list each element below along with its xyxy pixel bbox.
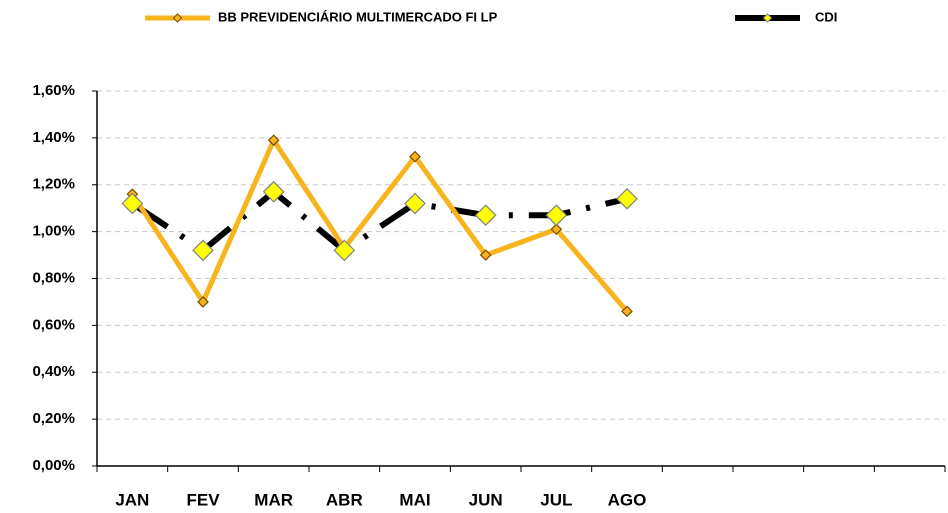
x-tick-label: JUL xyxy=(540,490,572,509)
point-marker xyxy=(333,239,356,262)
point-marker xyxy=(474,204,497,227)
point-marker xyxy=(121,192,144,215)
y-tick-label: 0,20% xyxy=(32,410,75,427)
point-marker xyxy=(262,180,285,203)
y-tick-label: 0,80% xyxy=(32,269,75,286)
point-marker xyxy=(545,204,568,227)
series-line xyxy=(130,188,628,254)
point-marker xyxy=(616,187,638,210)
point-marker xyxy=(409,150,421,163)
point-marker xyxy=(267,134,280,147)
legend-label: CDI xyxy=(815,9,837,24)
point-marker xyxy=(621,305,633,318)
point-marker xyxy=(192,239,214,262)
x-tick-label: FEV xyxy=(186,490,220,509)
x-tick-label: JUN xyxy=(469,490,503,509)
x-tick-label: ABR xyxy=(326,490,363,509)
y-tick-label: 1,00% xyxy=(32,223,75,240)
legend-label: BB PREVIDENCIÁRIO MULTIMERCADO FI LP xyxy=(218,9,498,24)
y-tick-label: 1,40% xyxy=(32,129,75,146)
point-marker xyxy=(479,249,492,261)
point-marker xyxy=(197,296,209,308)
y-tick-label: 1,20% xyxy=(32,176,75,193)
x-tick-label: JAN xyxy=(115,490,149,509)
y-tick-label: 0,40% xyxy=(32,363,75,380)
point-marker xyxy=(550,223,563,236)
series-line xyxy=(130,137,629,313)
y-tick-label: 0,60% xyxy=(32,316,75,333)
point-marker xyxy=(404,192,426,215)
x-tick-label: MAI xyxy=(399,490,430,509)
x-tick-label: AGO xyxy=(608,490,647,509)
legend-marker xyxy=(172,13,183,23)
y-tick-label: 1,60% xyxy=(32,82,75,99)
x-tick-label: MAR xyxy=(254,490,293,509)
legend-marker xyxy=(762,13,773,23)
y-tick-label: 0,00% xyxy=(32,457,75,474)
